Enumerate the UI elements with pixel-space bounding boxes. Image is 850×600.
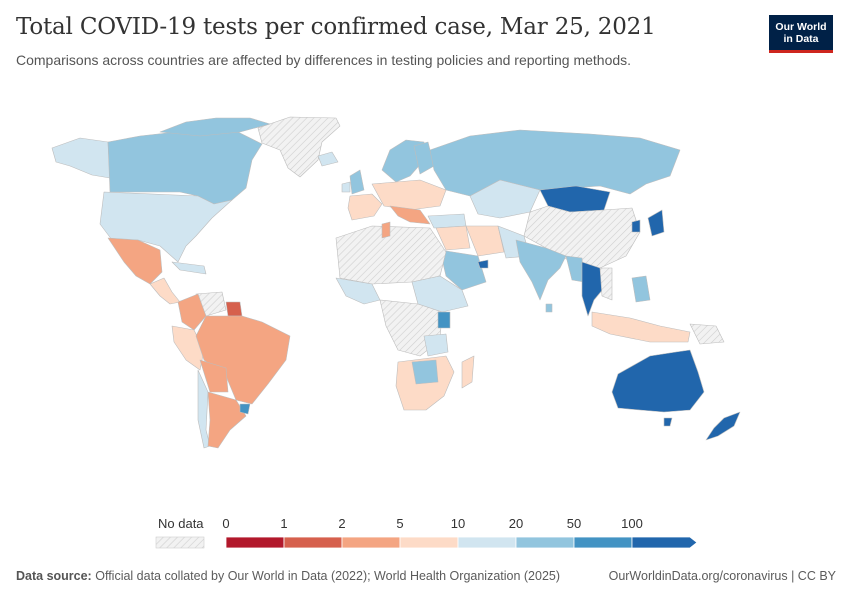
region-west-africa[interactable] (335, 277, 381, 305)
region-madagascar[interactable] (461, 355, 475, 389)
legend-ticks: 0 1 2 5 10 20 50 100 (222, 516, 642, 531)
region-uae[interactable] (477, 259, 489, 269)
region-finland[interactable] (413, 141, 435, 175)
legend-tick-0: 0 (222, 516, 229, 531)
region-colombia[interactable] (177, 293, 207, 331)
region-iraq-syria[interactable] (435, 225, 471, 251)
region-tasmania[interactable] (663, 417, 673, 427)
legend-bin-5[interactable] (515, 536, 575, 549)
region-saudi-arabia[interactable] (439, 249, 487, 291)
legend-tick-5: 20 (509, 516, 523, 531)
source-label: Data source: (16, 569, 92, 583)
region-india[interactable] (515, 239, 567, 301)
region-tunisia[interactable] (381, 221, 391, 239)
region-uruguay[interactable] (239, 403, 251, 415)
region-kenya[interactable] (437, 311, 451, 329)
color-legend: No data 0 1 2 5 10 20 50 100 (155, 516, 698, 549)
region-italy-balkans[interactable] (389, 205, 431, 225)
legend-tick-1: 1 (280, 516, 287, 531)
region-new-zealand[interactable] (705, 411, 741, 441)
region-peru[interactable] (171, 325, 205, 371)
region-myanmar[interactable] (565, 255, 585, 283)
legend-bin-6[interactable] (573, 536, 633, 549)
region-indonesia[interactable] (591, 311, 691, 343)
region-argentina[interactable] (207, 391, 247, 449)
legend-bins (225, 536, 698, 549)
region-philippines[interactable] (631, 275, 651, 303)
legend-bin-7[interactable] (631, 536, 698, 549)
region-australia[interactable] (611, 349, 705, 413)
legend-no-data-swatch (155, 536, 205, 549)
region-turkey[interactable] (427, 213, 467, 229)
region-vietnam[interactable] (599, 267, 613, 301)
region-tanzania[interactable] (423, 333, 449, 357)
region-canada[interactable] (107, 127, 263, 205)
region-north-africa[interactable] (335, 225, 447, 285)
world-map[interactable] (0, 80, 850, 520)
region-korea[interactable] (631, 219, 641, 233)
logo-line-1: Our World (775, 21, 827, 33)
legend-tick-3: 5 (396, 516, 403, 531)
region-iran[interactable] (465, 225, 505, 257)
logo-line-2: in Data (783, 33, 819, 45)
region-suriname[interactable] (225, 301, 243, 317)
region-france-spain[interactable] (347, 193, 383, 221)
region-japan[interactable] (647, 209, 665, 237)
region-central-europe[interactable] (371, 179, 447, 211)
region-caribbean[interactable] (171, 261, 207, 275)
region-brazil[interactable] (195, 315, 291, 405)
legend-bin-0[interactable] (225, 536, 285, 549)
legend-bin-4[interactable] (457, 536, 517, 549)
region-greenland[interactable] (257, 116, 341, 178)
owid-logo[interactable]: Our World in Data (769, 15, 833, 53)
region-ireland[interactable] (341, 181, 351, 193)
region-china[interactable] (523, 205, 641, 269)
legend-tick-7: 100 (621, 516, 643, 531)
legend-bin-2[interactable] (341, 536, 401, 549)
source-url-link[interactable]: OurWorldinData.org/coronavirus | CC BY (608, 569, 836, 583)
source-text: Official data collated by Our World in D… (95, 569, 561, 583)
region-russia[interactable] (429, 129, 681, 197)
legend-tick-2: 2 (338, 516, 345, 531)
region-central-america[interactable] (149, 277, 181, 305)
chart-subtitle: Comparisons across countries are affecte… (16, 52, 632, 68)
legend-tick-6: 50 (567, 516, 581, 531)
footer: Data source: Official data collated by O… (16, 569, 836, 583)
legend-bin-3[interactable] (399, 536, 459, 549)
region-bolivia[interactable] (199, 359, 229, 393)
chart-title: Total COVID-19 tests per confirmed case,… (16, 14, 656, 40)
region-png[interactable] (689, 323, 725, 345)
region-canada-islands[interactable] (159, 117, 271, 137)
region-mexico[interactable] (107, 237, 163, 285)
legend-bin-1[interactable] (283, 536, 343, 549)
legend-no-data-label: No data (158, 516, 204, 531)
region-botswana-zimbabwe[interactable] (411, 359, 439, 385)
region-sri-lanka[interactable] (545, 303, 553, 313)
region-alaska[interactable] (51, 137, 111, 179)
region-iceland[interactable] (317, 151, 339, 167)
region-uk[interactable] (349, 169, 365, 195)
legend-tick-4: 10 (451, 516, 465, 531)
